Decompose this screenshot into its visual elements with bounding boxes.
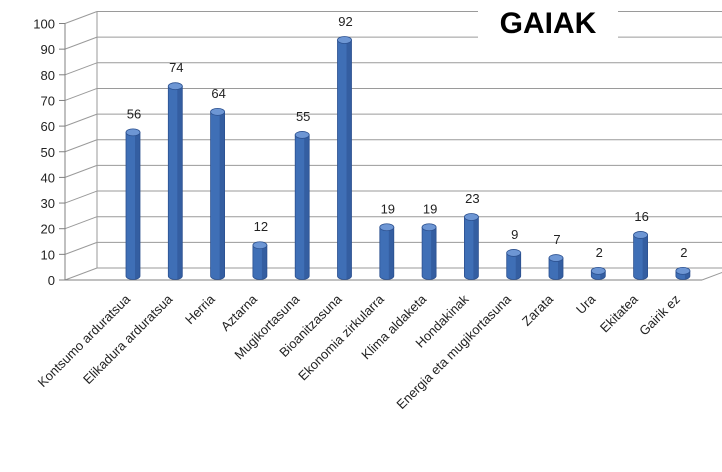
- data-label: 19: [381, 201, 395, 216]
- bar-top: [463, 213, 479, 221]
- x-category-label: Gairik ez: [636, 292, 683, 339]
- gridline-wall: [64, 113, 98, 127]
- bar-shade: [135, 132, 140, 279]
- y-tick-label: 40: [41, 170, 55, 185]
- bar-top: [633, 231, 648, 239]
- bar-top: [294, 131, 310, 139]
- bar-top: [125, 128, 141, 137]
- gridline-wall: [64, 241, 98, 255]
- bar-top: [590, 266, 606, 275]
- bar-top: [506, 249, 522, 257]
- bar-top: [252, 241, 268, 250]
- axes: [59, 11, 722, 281]
- bar-shade: [177, 86, 183, 279]
- data-label: 56: [127, 106, 141, 121]
- y-tick-label: 80: [41, 68, 55, 83]
- data-label: 2: [596, 245, 603, 260]
- data-labels: 56 74 64 12 55 92 19 19 23 9 7 2 16 2: [127, 14, 688, 260]
- gridline-wall: [64, 87, 98, 101]
- data-label: 12: [254, 219, 268, 234]
- x-category-label: Ekitatea: [597, 291, 641, 335]
- data-label: 2: [680, 245, 687, 260]
- y-tick-label: 30: [41, 196, 55, 211]
- y-tick-label: 70: [41, 93, 55, 108]
- data-label: 23: [465, 191, 479, 206]
- floor-right-edge: [701, 271, 722, 281]
- bar-shade: [473, 217, 479, 279]
- bar-top: [421, 223, 437, 232]
- y-tick-label: 0: [48, 273, 55, 288]
- bar-shade: [431, 227, 437, 279]
- y-tick-label: 10: [41, 247, 55, 262]
- gridline-wall: [64, 11, 98, 24]
- bar-shade: [304, 134, 310, 279]
- y-tick-label: 90: [41, 42, 55, 57]
- gridline-wall: [64, 62, 98, 76]
- x-category-label: Zarata: [519, 291, 557, 329]
- bar-shade: [558, 258, 563, 279]
- data-label: 7: [553, 232, 560, 247]
- y-axis-tick-labels: 0 10 20 30 40 50 60 70 80 90 100: [33, 17, 55, 289]
- bar-shade: [642, 234, 648, 279]
- y-tick-label: 100: [33, 17, 55, 32]
- data-label: 19: [423, 201, 437, 216]
- gridline-wall: [64, 216, 98, 230]
- bar-top: [210, 107, 226, 116]
- bar-shade: [515, 252, 521, 279]
- data-label: 16: [634, 209, 648, 224]
- bar-top: [337, 36, 352, 44]
- bar-shade: [346, 40, 352, 279]
- data-label: 74: [169, 60, 183, 75]
- bars: [125, 36, 691, 280]
- gridlines: [64, 11, 722, 281]
- y-tick-label: 20: [41, 222, 55, 237]
- y-tick-label: 60: [41, 119, 55, 134]
- bar-shade: [219, 111, 225, 279]
- bar-shade: [388, 227, 394, 279]
- data-label: 9: [511, 227, 518, 242]
- x-category-label: Ura: [573, 291, 599, 317]
- data-label: 92: [338, 14, 352, 29]
- chart-title: GAIAK: [500, 7, 597, 40]
- bar-top: [167, 82, 183, 91]
- y-tick-label: 50: [41, 145, 55, 160]
- gridline-wall: [64, 36, 98, 50]
- gridline-wall: [64, 139, 98, 153]
- gridline-wall: [64, 164, 98, 178]
- data-label: 64: [211, 86, 225, 101]
- bar-top: [379, 223, 395, 232]
- title-background: [478, 0, 618, 44]
- bar-top: [675, 266, 691, 275]
- bar-shade: [261, 245, 267, 279]
- x-category-label: Herria: [182, 291, 218, 327]
- gridline-wall: [64, 267, 98, 281]
- gridline-wall: [64, 190, 98, 204]
- bar-top: [548, 254, 564, 262]
- data-label: 55: [296, 109, 310, 124]
- x-category-label: Aztarna: [218, 291, 261, 334]
